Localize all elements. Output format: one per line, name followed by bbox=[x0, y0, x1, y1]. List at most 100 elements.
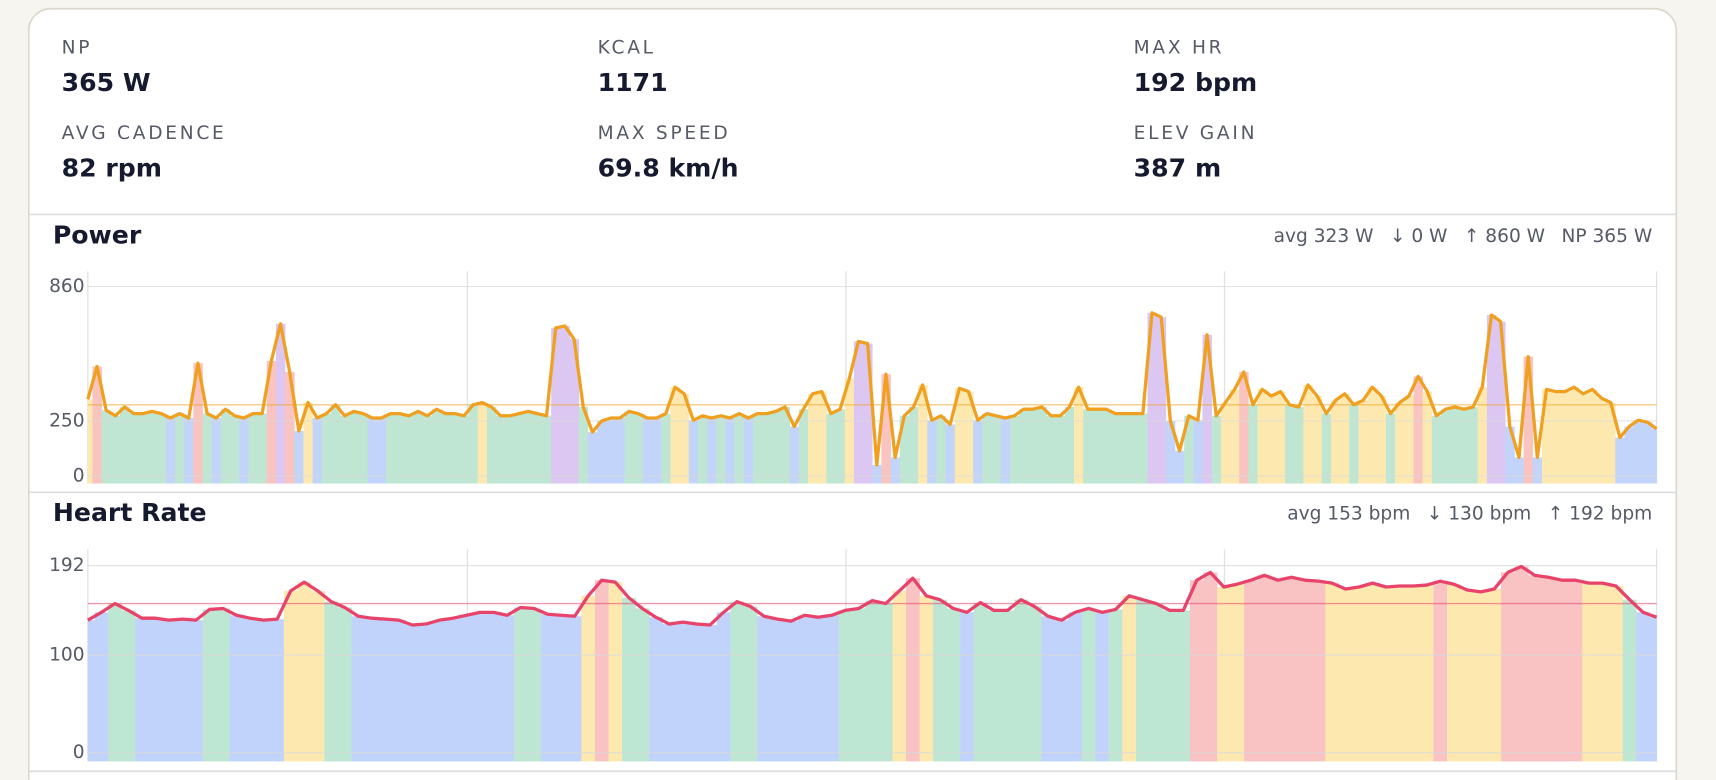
zone-band bbox=[752, 413, 763, 484]
zone-band bbox=[676, 622, 690, 762]
zone-band bbox=[707, 417, 717, 484]
chart-title: Heart Rate bbox=[53, 498, 207, 527]
zone-band bbox=[1624, 426, 1634, 484]
zone-band bbox=[1622, 599, 1637, 762]
zone-band bbox=[594, 580, 609, 762]
zone-band bbox=[780, 406, 790, 484]
zone-band bbox=[1441, 409, 1451, 484]
zone-band bbox=[310, 590, 325, 762]
chart-stat: ↑ 860 W bbox=[1464, 226, 1545, 247]
zone-band bbox=[784, 621, 799, 762]
zone-band bbox=[1385, 413, 1396, 484]
stat-value: 69.8 km/h bbox=[598, 154, 739, 183]
zone-band bbox=[1303, 384, 1313, 484]
zone-band bbox=[662, 624, 677, 762]
zone-band bbox=[1193, 420, 1203, 484]
zone-band bbox=[413, 411, 424, 484]
zone-band bbox=[1271, 580, 1286, 762]
zone-band bbox=[703, 625, 718, 762]
zone-band bbox=[688, 420, 699, 484]
zone-band bbox=[496, 415, 506, 484]
zone-band bbox=[1000, 417, 1011, 484]
zone-band bbox=[108, 603, 122, 762]
zone-band bbox=[486, 612, 501, 762]
chart-stat: ↓ 130 bpm bbox=[1427, 504, 1532, 525]
zone-band bbox=[338, 607, 352, 762]
zone-band bbox=[865, 600, 880, 762]
zone-band bbox=[395, 413, 405, 484]
zone-band bbox=[386, 413, 396, 484]
zone-band bbox=[1477, 387, 1488, 484]
y-tick-label: 0 bbox=[73, 742, 85, 763]
zone-band bbox=[432, 620, 447, 762]
zone-band bbox=[1156, 317, 1167, 484]
zone-band bbox=[1642, 422, 1653, 484]
zone-band bbox=[762, 413, 772, 484]
zone-band bbox=[1162, 610, 1177, 762]
zone-band bbox=[743, 606, 758, 762]
zone-band bbox=[1095, 612, 1110, 762]
zone-band bbox=[1431, 415, 1442, 484]
zone-band bbox=[297, 582, 312, 762]
zone-band bbox=[1446, 584, 1461, 762]
zone-band bbox=[890, 457, 901, 484]
zone-band bbox=[294, 430, 304, 484]
zone-band bbox=[1404, 395, 1414, 484]
zone-band bbox=[1474, 591, 1488, 762]
zone-band bbox=[270, 619, 285, 762]
zone-band bbox=[817, 391, 827, 484]
zone-band bbox=[184, 417, 194, 484]
zone-band bbox=[1413, 376, 1423, 484]
zone-band bbox=[1514, 566, 1529, 762]
zone-band bbox=[1202, 334, 1212, 484]
zone-band bbox=[1211, 415, 1222, 484]
zone-band bbox=[1551, 391, 1561, 484]
zone-band bbox=[1486, 315, 1497, 484]
data-line bbox=[86, 311, 1658, 467]
zone-band bbox=[1284, 577, 1299, 762]
zone-band bbox=[1379, 587, 1394, 762]
zone-band bbox=[551, 327, 561, 484]
plot: 0 250 860 bbox=[49, 271, 1658, 486]
zone-band bbox=[1298, 580, 1313, 762]
zone-band bbox=[1244, 580, 1258, 762]
zone-band bbox=[1325, 583, 1340, 762]
zone-band bbox=[1636, 612, 1651, 762]
zone-band bbox=[1083, 409, 1093, 484]
stat-label: KCAL bbox=[598, 38, 656, 59]
zone-band bbox=[826, 413, 836, 484]
zone-band bbox=[936, 415, 946, 484]
zone-band bbox=[811, 617, 826, 762]
zone-band bbox=[1230, 389, 1240, 484]
zone-band bbox=[540, 614, 555, 762]
zone-band bbox=[1055, 415, 1066, 484]
zone-band bbox=[450, 413, 460, 484]
zone-band bbox=[376, 417, 387, 484]
zone-band bbox=[689, 624, 704, 762]
zone-band bbox=[1392, 586, 1407, 762]
zone-band bbox=[960, 612, 974, 762]
zone-band bbox=[1217, 587, 1231, 762]
zone-band bbox=[851, 608, 866, 762]
zone-band bbox=[1019, 409, 1029, 484]
zone-band bbox=[872, 464, 882, 484]
zone-band bbox=[945, 424, 956, 484]
zone-band bbox=[1092, 409, 1102, 484]
zone-band bbox=[1587, 389, 1598, 484]
zone-band bbox=[581, 595, 596, 762]
zone-band bbox=[1541, 389, 1552, 484]
zone-band bbox=[642, 417, 653, 484]
zone-band bbox=[1147, 312, 1157, 484]
zone-band bbox=[716, 612, 731, 762]
zone-band bbox=[174, 413, 185, 484]
zone-band bbox=[1081, 608, 1096, 762]
zone-band bbox=[838, 610, 853, 762]
zone-band bbox=[1203, 572, 1218, 762]
zone-band bbox=[1108, 609, 1123, 762]
zone-band bbox=[973, 420, 983, 484]
zone-band bbox=[554, 615, 569, 762]
zone-band bbox=[431, 409, 442, 484]
zone-band bbox=[1352, 587, 1367, 762]
zone-band bbox=[1541, 577, 1556, 762]
